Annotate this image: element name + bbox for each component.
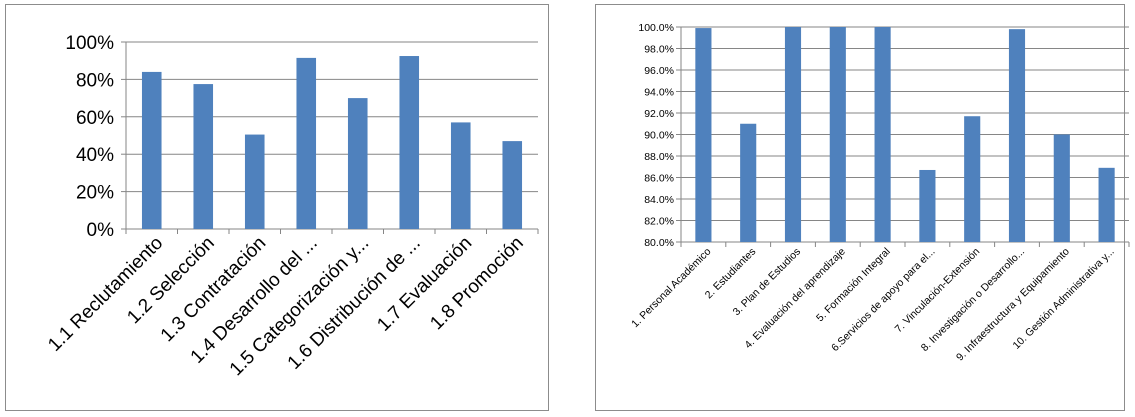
bar xyxy=(1008,29,1026,243)
category-label: 7. Vinculación-Extensión xyxy=(893,246,983,336)
y-tick-label: 60% xyxy=(76,108,114,129)
bar xyxy=(695,28,712,243)
bar xyxy=(964,116,981,242)
bar xyxy=(296,57,317,229)
y-tick-label: 90.0% xyxy=(644,130,674,142)
bar xyxy=(244,134,265,229)
bar xyxy=(919,169,936,242)
category-label: 5. Formación Integral xyxy=(814,246,893,325)
y-tick-label: 82.0% xyxy=(644,216,674,228)
y-tick-label: 80% xyxy=(76,70,114,91)
y-tick-label: 0% xyxy=(87,220,115,241)
y-tick-label: 92.0% xyxy=(644,108,674,120)
bar xyxy=(399,56,420,230)
bar xyxy=(1098,167,1115,242)
y-tick-label: 96.0% xyxy=(644,65,674,77)
bar xyxy=(141,71,162,229)
bar xyxy=(829,27,846,242)
bar xyxy=(193,84,214,229)
bar xyxy=(740,123,757,242)
bar xyxy=(347,98,368,229)
bar xyxy=(784,27,802,242)
y-tick-label: 80.0% xyxy=(644,237,674,249)
category-label: 1.8 Promoción xyxy=(426,233,527,334)
y-tick-label: 94.0% xyxy=(644,87,674,99)
y-tick-label: 88.0% xyxy=(644,151,674,163)
y-tick-label: 20% xyxy=(76,183,114,204)
chart-panel-categorias: 80.0% 82.0% 84.0% 86.0% 88.0% 90.0% 92.0% 94.0%… xyxy=(595,4,1130,411)
bar xyxy=(1053,134,1070,242)
bar xyxy=(502,141,523,229)
bar-chart-2: 80.0% 82.0% 84.0% 86.0% 88.0% 90.0% 92.0% 94.0%… xyxy=(629,22,1130,363)
bar xyxy=(874,27,891,242)
y-tick-label: 40% xyxy=(76,145,114,166)
category-label: 1. Personal Académico xyxy=(629,246,714,331)
y-tick-label: 84.0% xyxy=(644,194,674,206)
y-tick-label: 100.0% xyxy=(638,22,674,34)
y-tick-label: 98.0% xyxy=(644,44,674,56)
y-tick-label: 100% xyxy=(65,33,114,54)
y-tick-label: 86.0% xyxy=(644,173,674,185)
bar xyxy=(450,122,471,229)
chart-panel-recursos: 0% 20% 40% 60% 80% 100% 1.1 Reclutamiento 1.2 S… xyxy=(5,4,549,411)
